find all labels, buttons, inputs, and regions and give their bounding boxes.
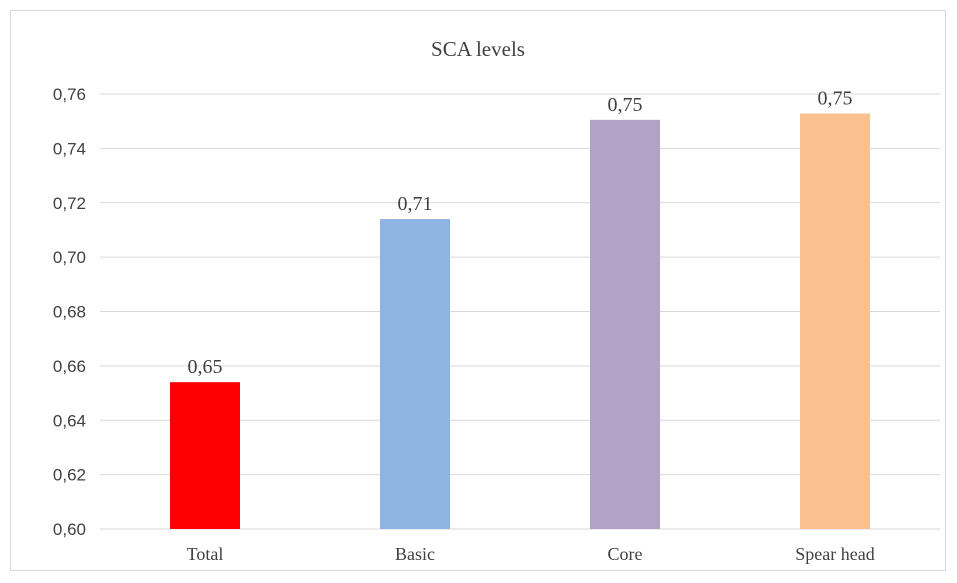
bar-total	[170, 382, 240, 529]
y-tick-label: 0,66	[53, 357, 86, 376]
data-label: 0,65	[188, 356, 223, 378]
x-tick-label: Total	[187, 544, 224, 564]
y-tick-label: 0,72	[53, 194, 86, 213]
bar-basic	[380, 219, 450, 529]
data-label: 0,75	[818, 88, 853, 110]
chart-title: SCA levels	[431, 37, 525, 61]
y-tick-label: 0,70	[53, 248, 86, 267]
y-axis-ticks: 0,60 0,62 0,64 0,66 0,68 0,70 0,72 0,74 0,76	[53, 85, 86, 539]
x-tick-label: Spear head	[795, 544, 874, 564]
x-tick-label: Basic	[395, 544, 435, 564]
y-tick-label: 0,64	[53, 411, 86, 430]
y-tick-label: 0,68	[53, 303, 86, 322]
y-tick-label: 0,60	[53, 520, 86, 539]
data-label: 0,75	[608, 94, 643, 116]
bar-core	[590, 119, 660, 529]
bar-spear-head	[800, 113, 870, 529]
data-labels: 0,65 0,71 0,75 0,75	[188, 88, 853, 379]
y-tick-label: 0,74	[53, 139, 86, 158]
bars	[170, 113, 870, 529]
y-tick-label: 0,62	[53, 466, 86, 485]
x-axis-ticks: Total Basic Core Spear head	[187, 544, 875, 564]
x-tick-label: Core	[608, 544, 643, 564]
data-label: 0,71	[398, 193, 433, 215]
y-tick-label: 0,76	[53, 85, 86, 104]
chart-frame	[10, 10, 946, 571]
